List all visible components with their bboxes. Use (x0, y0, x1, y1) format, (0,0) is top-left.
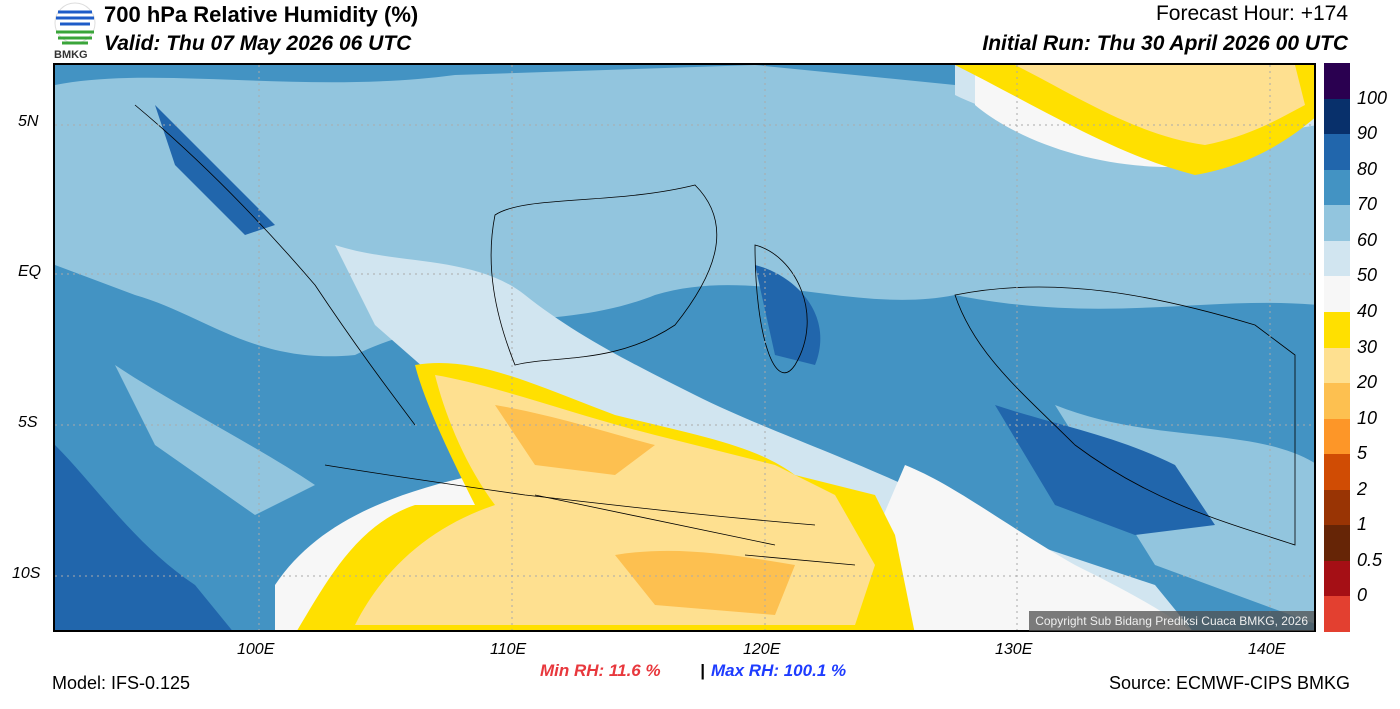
colorbar-label: 10 (1357, 407, 1378, 428)
colorbar (1324, 63, 1350, 632)
max-rh: Max RH: 100.1 % (711, 661, 847, 680)
lat-label: 5S (18, 414, 38, 431)
svg-text:BMKG: BMKG (54, 49, 88, 60)
colorbar-segment (1324, 418, 1350, 455)
colorbar-label: 1 (1357, 514, 1368, 535)
colorbar-segment (1324, 489, 1350, 526)
colorbar-label: 0.5 (1357, 549, 1383, 570)
colorbar-segment (1324, 240, 1350, 277)
initial-run: Initial Run: Thu 30 April 2026 00 UTC (982, 32, 1348, 55)
colorbar-label: 100 (1357, 87, 1388, 108)
colorbar-label: 80 (1357, 158, 1378, 179)
valid-time: Valid: Thu 07 May 2026 06 UTC (104, 32, 412, 55)
lon-label: 140E (1248, 641, 1286, 658)
colorbar-segment (1324, 134, 1350, 170)
chart-title: 700 hPa Relative Humidity (%) (104, 2, 419, 27)
colorbar-segment (1324, 169, 1350, 206)
colorbar-segment (1324, 596, 1350, 632)
colorbar-label: 70 (1357, 194, 1378, 215)
colorbar-label: 20 (1357, 372, 1378, 393)
lon-label: 130E (995, 641, 1033, 658)
copyright-notice: Copyright Sub Bidang Prediksi Cuaca BMKG… (1029, 611, 1314, 631)
colorbar-segment (1324, 276, 1350, 312)
model-label: Model: IFS-0.125 (52, 673, 191, 693)
lon-label: 110E (490, 641, 527, 658)
gridlines (55, 65, 1314, 630)
colorbar-segment (1324, 311, 1350, 348)
lon-label: 120E (743, 641, 781, 658)
colorbar-label: 2 (1357, 478, 1368, 499)
rh-10-20-regions (495, 405, 795, 615)
colorbar-label: 50 (1357, 265, 1378, 286)
bmkg-logo: BMKG (52, 2, 98, 61)
colorbar-segment (1324, 205, 1350, 241)
colorbar-label: 5 (1357, 443, 1368, 464)
coastlines (134, 104, 1296, 566)
rh-separator: | (700, 661, 705, 680)
colorbar-segment (1324, 63, 1350, 99)
lat-label: EQ (18, 263, 42, 280)
source-label: Source: ECMWF-CIPS BMKG (1108, 673, 1350, 693)
colorbar-segment (1324, 347, 1350, 384)
rh-80-90-regions (55, 105, 1215, 630)
colorbar-segment (1324, 560, 1350, 597)
colorbar-label: 60 (1357, 229, 1378, 250)
colorbar-label: 0 (1357, 585, 1368, 606)
lon-label: 100E (237, 641, 275, 658)
colorbar-segment (1324, 98, 1350, 135)
colorbar-segment (1324, 525, 1350, 561)
colorbar-label: 30 (1357, 336, 1378, 357)
colorbar-segment (1324, 383, 1350, 419)
lat-label: 10S (12, 565, 41, 582)
forecast-hour: Forecast Hour: +174 (1155, 2, 1348, 25)
min-rh: Min RH: 11.6 % (540, 661, 661, 680)
colorbar-segment (1324, 454, 1350, 490)
lat-label: 5N (18, 113, 39, 130)
humidity-map (53, 63, 1316, 632)
colorbar-label: 40 (1357, 300, 1378, 321)
colorbar-label: 90 (1357, 123, 1378, 144)
